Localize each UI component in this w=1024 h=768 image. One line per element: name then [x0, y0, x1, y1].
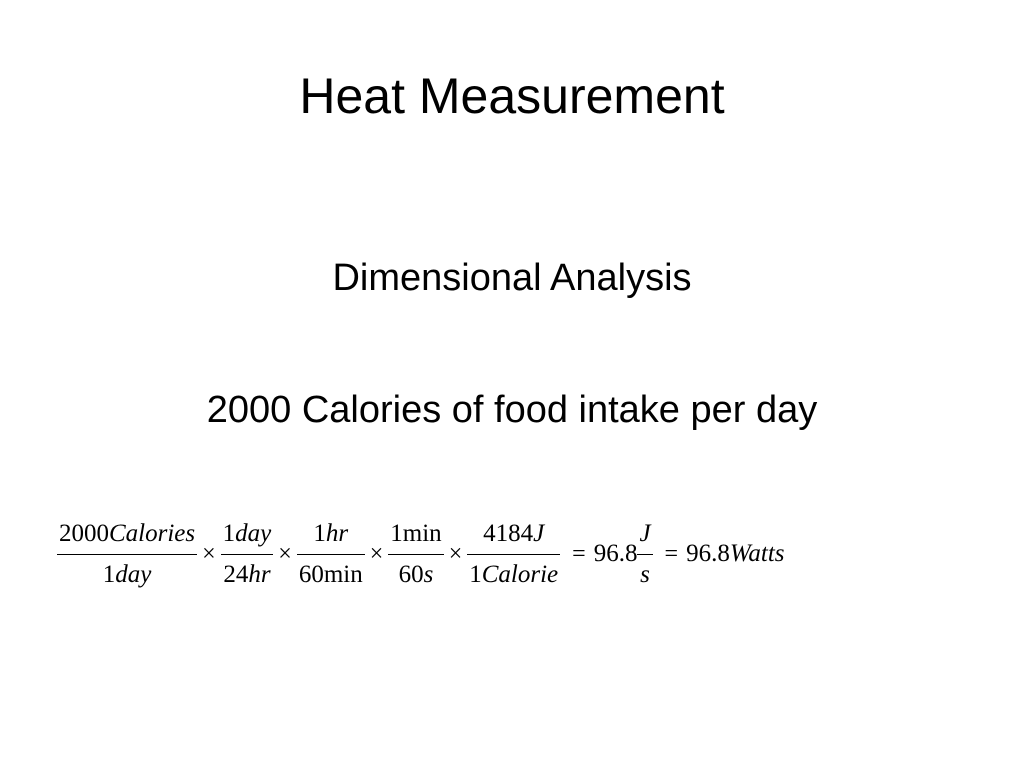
denominator-unit: Calorie [481, 560, 559, 588]
numerator-value: 1 [390, 519, 403, 547]
times-operator: × [369, 540, 384, 567]
fraction-hour-per-minutes: 1hr 60min [296, 519, 365, 590]
slide-title: Heat Measurement [299, 68, 725, 124]
times-operator: × [278, 540, 292, 567]
fraction-day-per-hours: 1day 24hr [220, 519, 274, 590]
denominator-value: 60 [398, 560, 424, 588]
fraction-bar [388, 553, 444, 555]
fraction-numerator: 4184J [481, 519, 546, 554]
dimensional-analysis-equation: 2000Calories 1day × 1day 24hr × 1hr 60mi… [57, 512, 785, 596]
fraction-bar [467, 553, 561, 555]
fraction-denominator: s [638, 555, 652, 590]
equals-operator: = [664, 540, 679, 567]
fraction-denominator: 60min [297, 555, 365, 590]
numerator-unit: Calories [109, 519, 196, 547]
numerator-value: 4184 [483, 519, 534, 547]
fraction-numerator: J [637, 519, 652, 554]
final-result-unit: Watts [729, 540, 785, 567]
fraction-numerator: 1min [388, 519, 443, 554]
fraction-denominator: 24hr [221, 555, 272, 590]
equals-operator: = [572, 540, 586, 567]
numerator-unit: day [235, 519, 272, 547]
numerator-unit: J [639, 519, 651, 547]
numerator-value: 1 [313, 519, 326, 547]
fraction-denominator: 60s [397, 555, 436, 590]
numerator-value: 1 [222, 519, 236, 547]
fraction-denominator: 1day [101, 555, 154, 590]
denominator-value: 24 [223, 560, 249, 588]
numerator-unit: hr [325, 519, 349, 547]
result-value: 96.8 [593, 540, 638, 567]
denominator-unit: s [423, 560, 434, 588]
fraction-numerator: 2000Calories [57, 519, 197, 554]
fraction-minute-per-seconds: 1min 60s [388, 519, 444, 590]
denominator-value: 1 [469, 560, 482, 588]
numerator-unit: J [533, 519, 545, 547]
denominator-unit: min [323, 560, 363, 588]
denominator-unit: hr [248, 560, 271, 588]
times-operator: × [448, 540, 463, 567]
fraction-bar [637, 553, 653, 555]
denominator-value: 1 [102, 560, 116, 588]
denominator-value: 60 [298, 560, 324, 588]
fraction-calories-per-day: 2000Calories 1day [57, 519, 198, 590]
fraction-numerator: 1hr [311, 519, 350, 554]
denominator-unit: s [640, 560, 650, 588]
final-result-value: 96.8 [686, 540, 730, 567]
fraction-joules-per-second: J s [637, 519, 653, 590]
fraction-bar [220, 553, 274, 555]
final-result: 96.8Watts [686, 540, 784, 568]
numerator-unit: min [402, 519, 442, 547]
statement-text: 2000 Calories of food intake per day [206, 389, 818, 431]
fraction-joules-per-calorie: 4184J 1Calorie [467, 519, 561, 590]
fraction-bar [296, 553, 365, 555]
fraction-numerator: 1day [221, 519, 274, 554]
slide-subtitle: Dimensional Analysis [332, 257, 692, 299]
fraction-bar [57, 553, 198, 555]
fraction-denominator: 1Calorie [467, 555, 560, 590]
times-operator: × [202, 540, 216, 567]
denominator-unit: day [115, 560, 152, 588]
numerator-value: 2000 [59, 519, 109, 547]
